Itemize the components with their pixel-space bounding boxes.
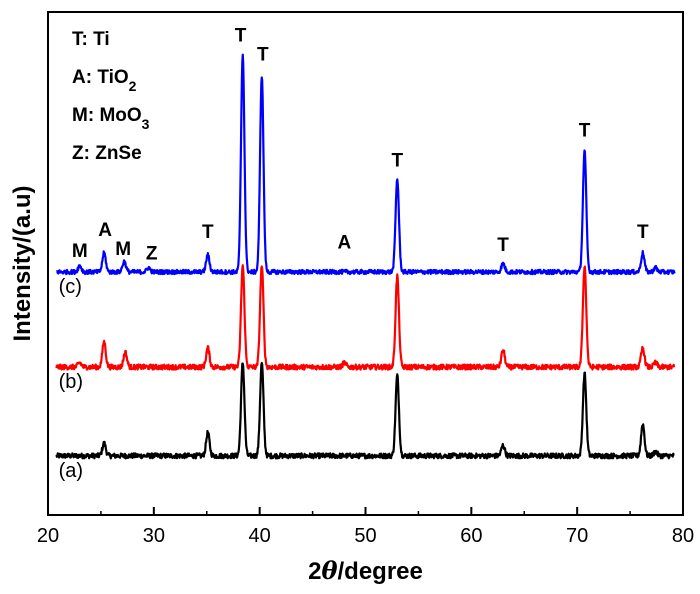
peak-label: T bbox=[579, 121, 591, 142]
legend-phase: ZnSe bbox=[95, 143, 141, 164]
xrd-curves bbox=[55, 53, 676, 460]
x-tick-label: 50 bbox=[354, 525, 376, 547]
theta-symbol: θ bbox=[321, 556, 337, 585]
xrd-series-line-2 bbox=[55, 264, 676, 371]
legend-phase: Ti bbox=[93, 29, 110, 50]
legend-symbol: T: bbox=[72, 29, 93, 50]
xrd-series-line-1 bbox=[55, 361, 676, 460]
peak-label: A bbox=[98, 220, 112, 241]
legend-symbol: M: bbox=[72, 105, 99, 126]
peak-label: A bbox=[337, 233, 351, 254]
x-tick-label: 60 bbox=[460, 525, 482, 547]
peak-label: T bbox=[202, 222, 214, 243]
legend-symbol: A: bbox=[72, 67, 97, 88]
legend-entry: Z: ZnSe bbox=[72, 143, 142, 164]
x-axis-title-suffix: /degree bbox=[338, 558, 423, 585]
peak-label: M bbox=[72, 241, 88, 262]
peak-label: T bbox=[637, 222, 649, 243]
peak-label: T bbox=[497, 235, 509, 256]
x-tick-label: 20 bbox=[37, 525, 59, 547]
legend-symbol: Z: bbox=[72, 143, 95, 164]
peak-label: M bbox=[115, 239, 131, 260]
x-axis-title-prefix: 2 bbox=[308, 558, 321, 585]
legend-subscript: 3 bbox=[142, 116, 150, 132]
legend-entry: T: Ti bbox=[72, 29, 110, 50]
x-tick-label: 70 bbox=[566, 525, 588, 547]
legend-entry: M: MoO3 bbox=[72, 105, 150, 132]
x-tick-label: 40 bbox=[249, 525, 271, 547]
x-tick-label: 30 bbox=[143, 525, 165, 547]
curve-label: (b) bbox=[59, 371, 83, 393]
curve-label: (c) bbox=[59, 276, 82, 298]
peak-label: T bbox=[235, 26, 247, 47]
legend-phase: MoO bbox=[99, 105, 141, 126]
peak-label: Z bbox=[146, 243, 158, 264]
x-tick-label: 80 bbox=[672, 525, 694, 547]
peak-label: T bbox=[257, 45, 269, 66]
xrd-series-line-3 bbox=[55, 53, 676, 276]
curve-label: (a) bbox=[59, 460, 83, 482]
curve-labels: (c) (b) (a) bbox=[59, 276, 83, 482]
x-axis-ticks: 20 30 40 50 60 70 80 bbox=[37, 507, 694, 547]
x-axis-title: 2θ/degree bbox=[308, 556, 423, 585]
peak-label: T bbox=[391, 150, 403, 171]
legend-phase: TiO bbox=[97, 67, 128, 88]
legend-entry: A: TiO2 bbox=[72, 67, 137, 94]
legend-subscript: 2 bbox=[129, 78, 137, 94]
y-axis-title: Intensity/(a.u) bbox=[9, 185, 36, 341]
